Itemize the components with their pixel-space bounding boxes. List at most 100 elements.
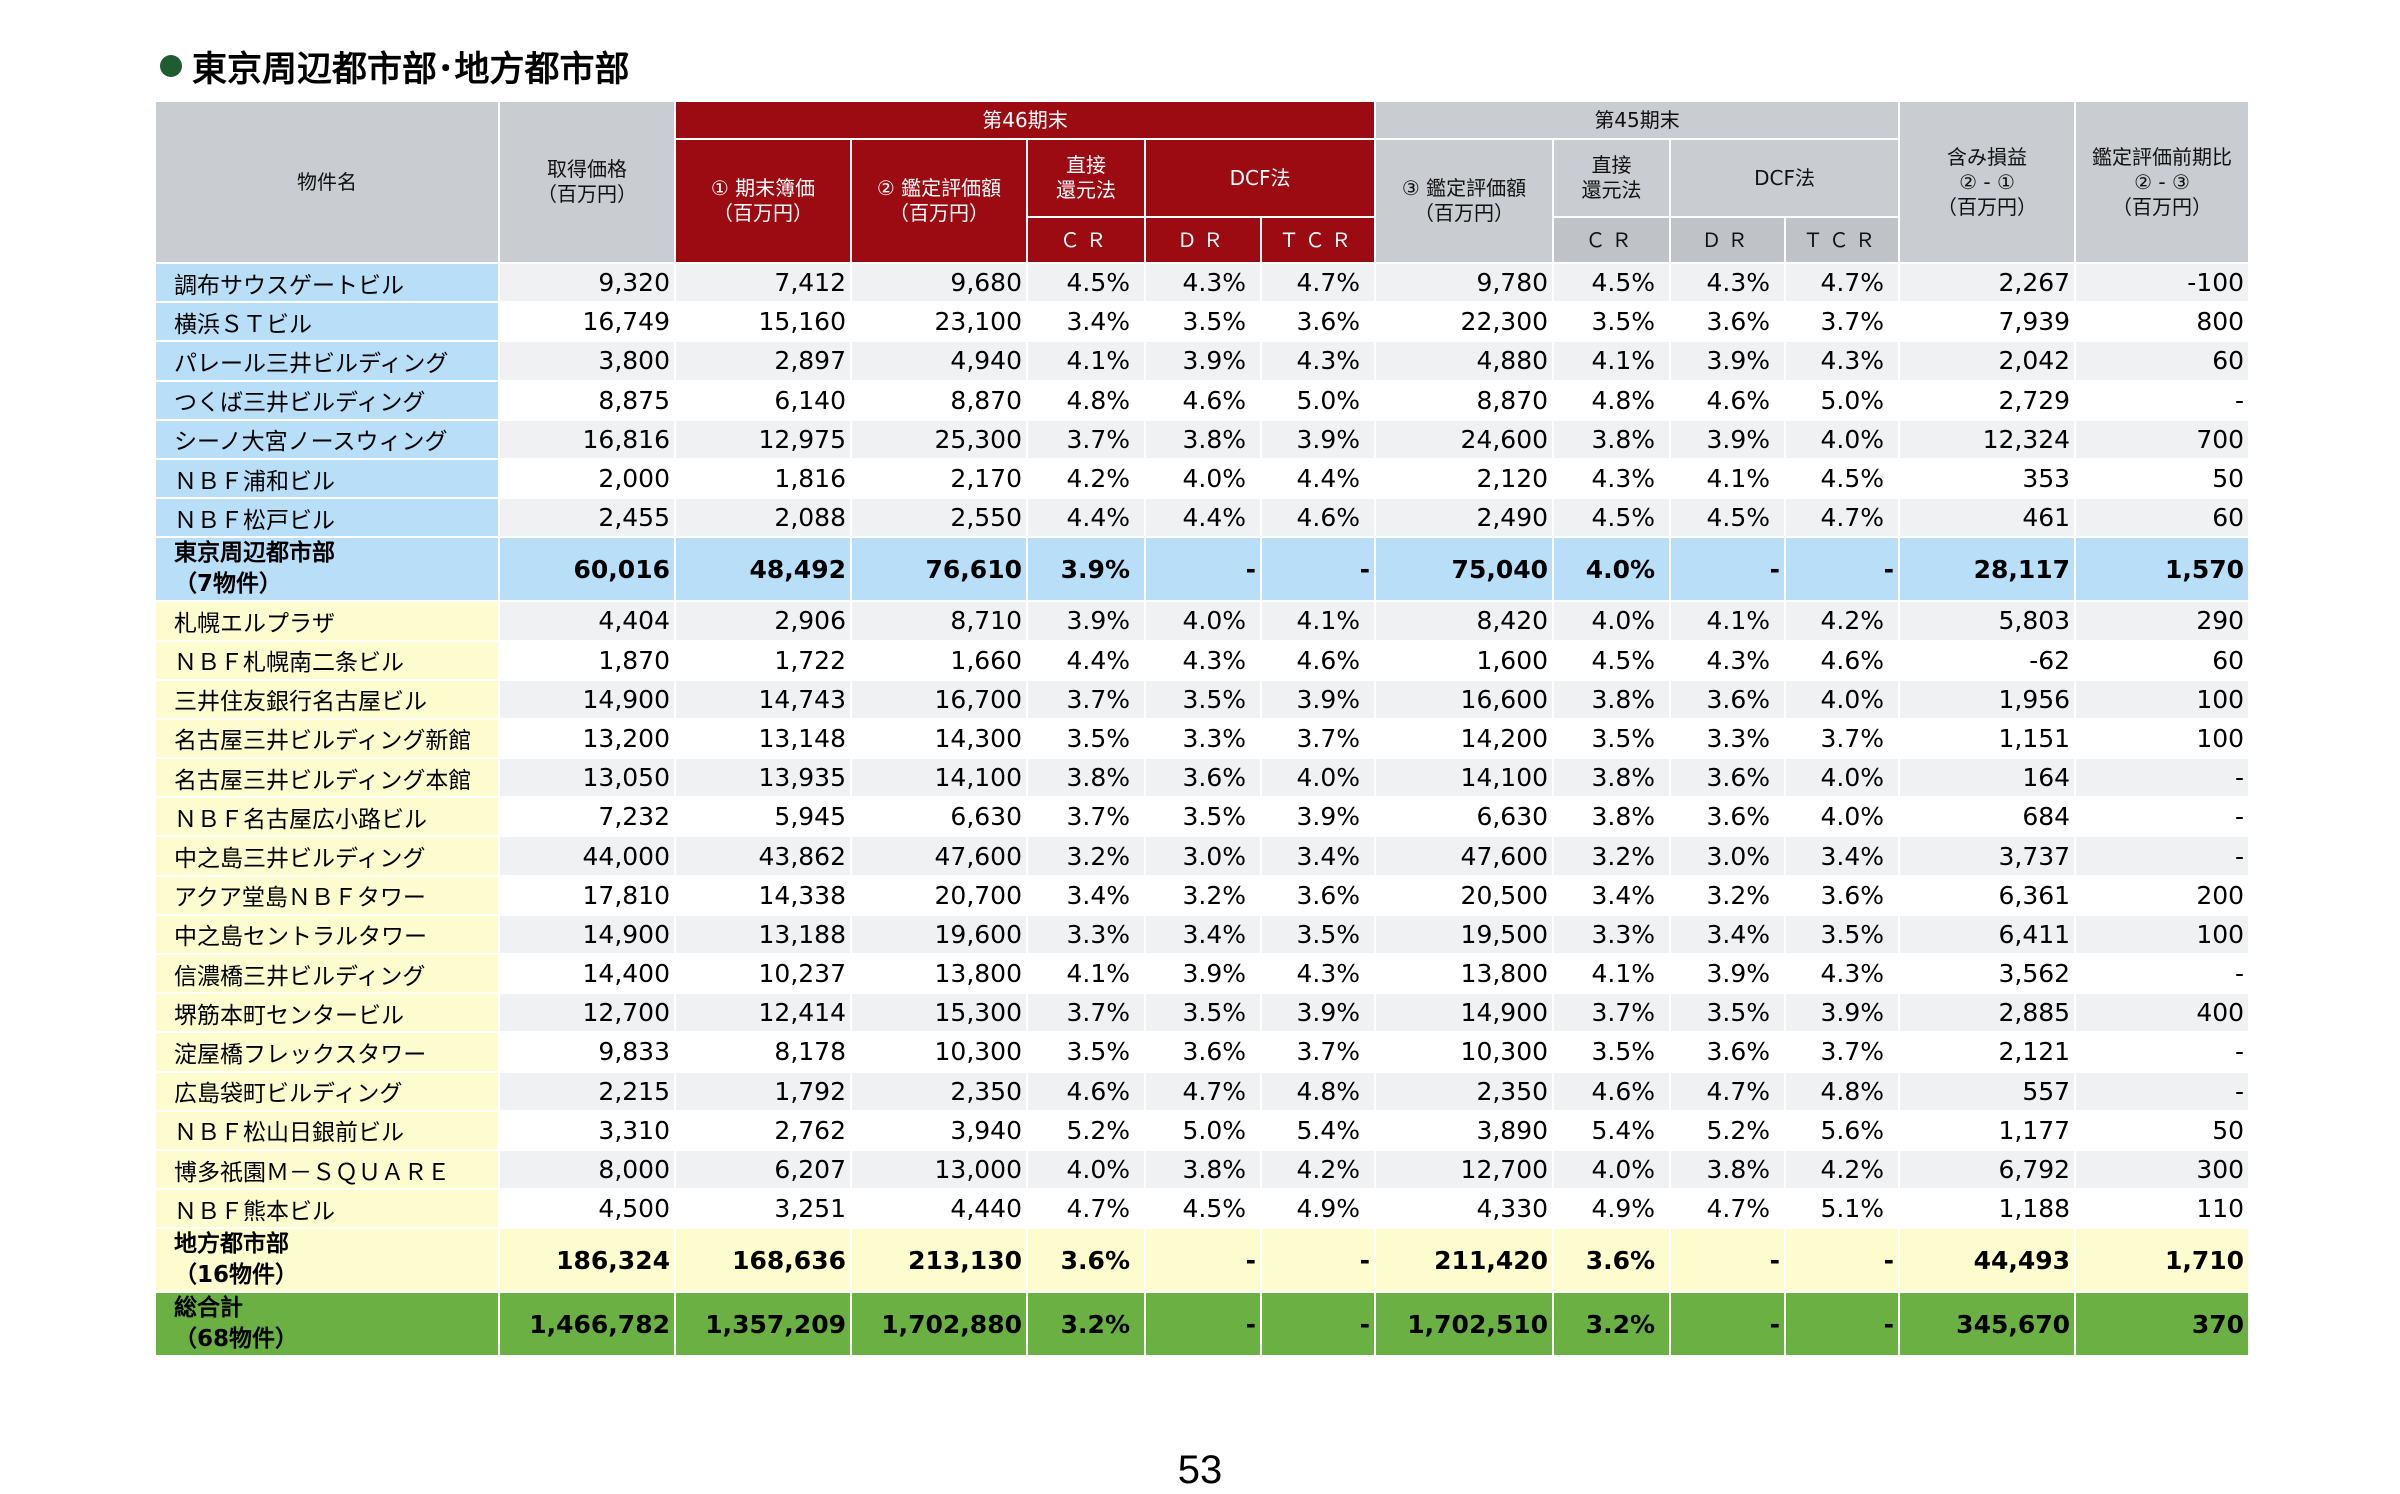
value-cell: 3.2% bbox=[1144, 874, 1262, 916]
header-appraisal-change: 鑑定評価前期比 ② - ③ （百万円） bbox=[2074, 100, 2251, 264]
value-cell: 5.0% bbox=[1144, 1109, 1262, 1151]
value-cell: 684 bbox=[1898, 796, 2077, 838]
value-cell: 5.2% bbox=[1669, 1109, 1787, 1151]
value-cell: 14,900 bbox=[498, 678, 676, 720]
value-cell: 3.4% bbox=[1144, 913, 1262, 956]
value-cell: 4.9% bbox=[1259, 1188, 1377, 1230]
value-cell: 13,050 bbox=[498, 757, 676, 799]
value-cell: 4.1% bbox=[1552, 340, 1672, 382]
header-period45: 第45期末 bbox=[1374, 100, 1901, 140]
value-cell: 4.2% bbox=[1784, 600, 1901, 642]
summary-label: 総合計 （68物件） bbox=[154, 1291, 500, 1358]
value-cell: 2,170 bbox=[850, 457, 1028, 500]
value-cell: 1,710 bbox=[2074, 1227, 2251, 1294]
value-cell: 23,100 bbox=[850, 301, 1028, 343]
value-cell: 9,780 bbox=[1374, 261, 1555, 304]
value-cell: 3.8% bbox=[1669, 1148, 1787, 1191]
value-cell: 14,900 bbox=[498, 913, 676, 956]
property-name-cell: 淀屋橋フレックスタワー bbox=[154, 1031, 500, 1073]
value-cell: 200 bbox=[2074, 874, 2251, 916]
value-cell: 4.1% bbox=[1552, 952, 1672, 995]
table-row: 信濃橋三井ビルディング 14,400 10,237 13,800 4.1% 3.9% 4.3… bbox=[154, 952, 2251, 995]
header-appraisal46: ② 鑑定評価額 （百万円） bbox=[850, 138, 1028, 264]
value-cell: 3.5% bbox=[1026, 717, 1146, 760]
header-cr45: ＣＲ bbox=[1552, 216, 1672, 264]
header-appraisal45: ③ 鑑定評価額 （百万円） bbox=[1374, 138, 1555, 264]
header-direct-cap46: 直接 還元法 bbox=[1026, 138, 1146, 218]
header-dcf45: DCF法 bbox=[1669, 138, 1901, 218]
section-title: 東京周辺都市部･地方都市部 bbox=[160, 40, 630, 92]
value-cell: - bbox=[2074, 379, 2251, 421]
header-dcf46: DCF法 bbox=[1143, 138, 1377, 218]
value-cell: 7,939 bbox=[1898, 301, 2077, 343]
value-cell: 16,749 bbox=[498, 301, 676, 343]
value-cell: 3.4% bbox=[1784, 835, 1901, 877]
value-cell: 3.6% bbox=[1669, 678, 1787, 720]
value-cell: 4.0% bbox=[1784, 757, 1901, 799]
value-cell: 3.4% bbox=[1259, 835, 1377, 877]
property-name-cell: 信濃橋三井ビルディング bbox=[154, 952, 500, 995]
value-cell: 3.3% bbox=[1026, 913, 1146, 956]
value-cell: 1,600 bbox=[1374, 639, 1555, 681]
value-cell: 4.4% bbox=[1144, 497, 1262, 539]
value-cell: 3,940 bbox=[850, 1109, 1028, 1151]
value-cell: 3.8% bbox=[1144, 418, 1262, 460]
value-cell: 3,562 bbox=[1898, 952, 2077, 995]
table-header: 物件名 取得価格 （百万円） 第46期末 第45期末 含み損益 ② - ① （百… bbox=[154, 100, 2251, 264]
value-cell: - bbox=[1669, 536, 1787, 603]
value-cell: 9,320 bbox=[498, 261, 676, 304]
value-cell: 3.4% bbox=[1669, 913, 1787, 956]
value-cell: 6,630 bbox=[850, 796, 1028, 838]
value-cell: - bbox=[1144, 1291, 1262, 1358]
value-cell: 4,440 bbox=[850, 1188, 1028, 1230]
value-cell: 3.4% bbox=[1026, 301, 1146, 343]
value-cell: 4.6% bbox=[1026, 1070, 1146, 1112]
value-cell: 9,680 bbox=[850, 261, 1028, 304]
value-cell: 6,207 bbox=[674, 1148, 852, 1191]
value-cell: 3.7% bbox=[1784, 301, 1901, 343]
property-name-cell: ＮＢＦ熊本ビル bbox=[154, 1188, 500, 1230]
value-cell: 213,130 bbox=[850, 1227, 1028, 1294]
value-cell: 7,232 bbox=[498, 796, 676, 838]
table-row: 堺筋本町センタービル 12,700 12,414 15,300 3.7% 3.5% 3.9%… bbox=[154, 992, 2251, 1034]
value-cell: 7,412 bbox=[674, 261, 852, 304]
value-cell: 4.0% bbox=[1144, 457, 1262, 500]
value-cell: 3.5% bbox=[1552, 717, 1672, 760]
value-cell: 13,188 bbox=[674, 913, 852, 956]
value-cell: 5.4% bbox=[1552, 1109, 1672, 1151]
value-cell: - bbox=[2074, 952, 2251, 995]
value-cell: 6,140 bbox=[674, 379, 852, 421]
value-cell: 370 bbox=[2074, 1291, 2251, 1358]
table-row: 横浜ＳＴビル 16,749 15,160 23,100 3.4% 3.5% 3.6% 22,3… bbox=[154, 301, 2251, 343]
value-cell: 1,702,880 bbox=[850, 1291, 1028, 1358]
value-cell: 48,492 bbox=[674, 536, 852, 603]
value-cell: - bbox=[1784, 536, 1901, 603]
value-cell: 3.4% bbox=[1552, 874, 1672, 916]
value-cell: 3.6% bbox=[1669, 1031, 1787, 1073]
value-cell: 16,600 bbox=[1374, 678, 1555, 720]
value-cell: 3.7% bbox=[1026, 678, 1146, 720]
value-cell: 6,361 bbox=[1898, 874, 2077, 916]
table-row: 名古屋三井ビルディング本館 13,050 13,935 14,100 3.8% 3.6% 4… bbox=[154, 757, 2251, 799]
value-cell: 3.6% bbox=[1669, 796, 1787, 838]
value-cell: 22,300 bbox=[1374, 301, 1555, 343]
value-cell: 60 bbox=[2074, 340, 2251, 382]
value-cell: 3,800 bbox=[498, 340, 676, 382]
value-cell: 5,803 bbox=[1898, 600, 2077, 642]
value-cell: 8,870 bbox=[1374, 379, 1555, 421]
value-cell: 3.5% bbox=[1259, 913, 1377, 956]
summary-row: 総合計 （68物件） 1,466,782 1,357,209 1,702,880 3.2… bbox=[154, 1291, 2251, 1358]
value-cell: 3.7% bbox=[1259, 1031, 1377, 1073]
value-cell: 60 bbox=[2074, 497, 2251, 539]
value-cell: 3.3% bbox=[1669, 717, 1787, 760]
value-cell: 5.0% bbox=[1784, 379, 1901, 421]
value-cell: 6,792 bbox=[1898, 1148, 2077, 1191]
value-cell: 5.4% bbox=[1259, 1109, 1377, 1151]
value-cell: 4.7% bbox=[1669, 1070, 1787, 1112]
value-cell: 4.1% bbox=[1669, 457, 1787, 500]
value-cell: 3.3% bbox=[1144, 717, 1262, 760]
value-cell: 3.4% bbox=[1026, 874, 1146, 916]
value-cell: 3.6% bbox=[1552, 1227, 1672, 1294]
value-cell: 3.5% bbox=[1144, 796, 1262, 838]
value-cell: 4.2% bbox=[1784, 1148, 1901, 1191]
